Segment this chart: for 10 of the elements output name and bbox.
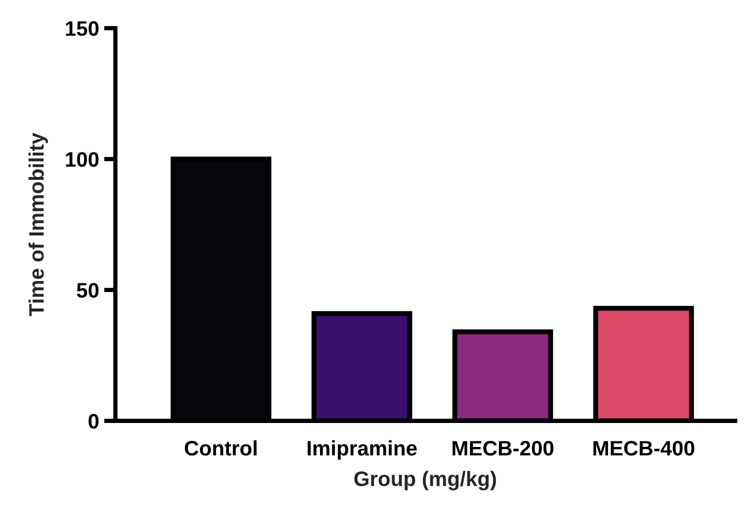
y-tick-label: 150	[66, 21, 99, 36]
x-axis-title: Group (mg/kg)	[354, 470, 496, 490]
y-tick-label: 0	[88, 414, 99, 429]
y-axis-title: Time of Immobility	[28, 132, 48, 316]
x-tick-label: Control	[184, 440, 257, 456]
x-tick-label: MECB-200	[452, 440, 554, 456]
x-tick-label: Imipramine	[308, 440, 417, 460]
y-tick-label: 50	[76, 282, 99, 298]
x-tick-label: MECB-400	[593, 440, 694, 456]
y-tick-label: 100	[66, 152, 99, 167]
